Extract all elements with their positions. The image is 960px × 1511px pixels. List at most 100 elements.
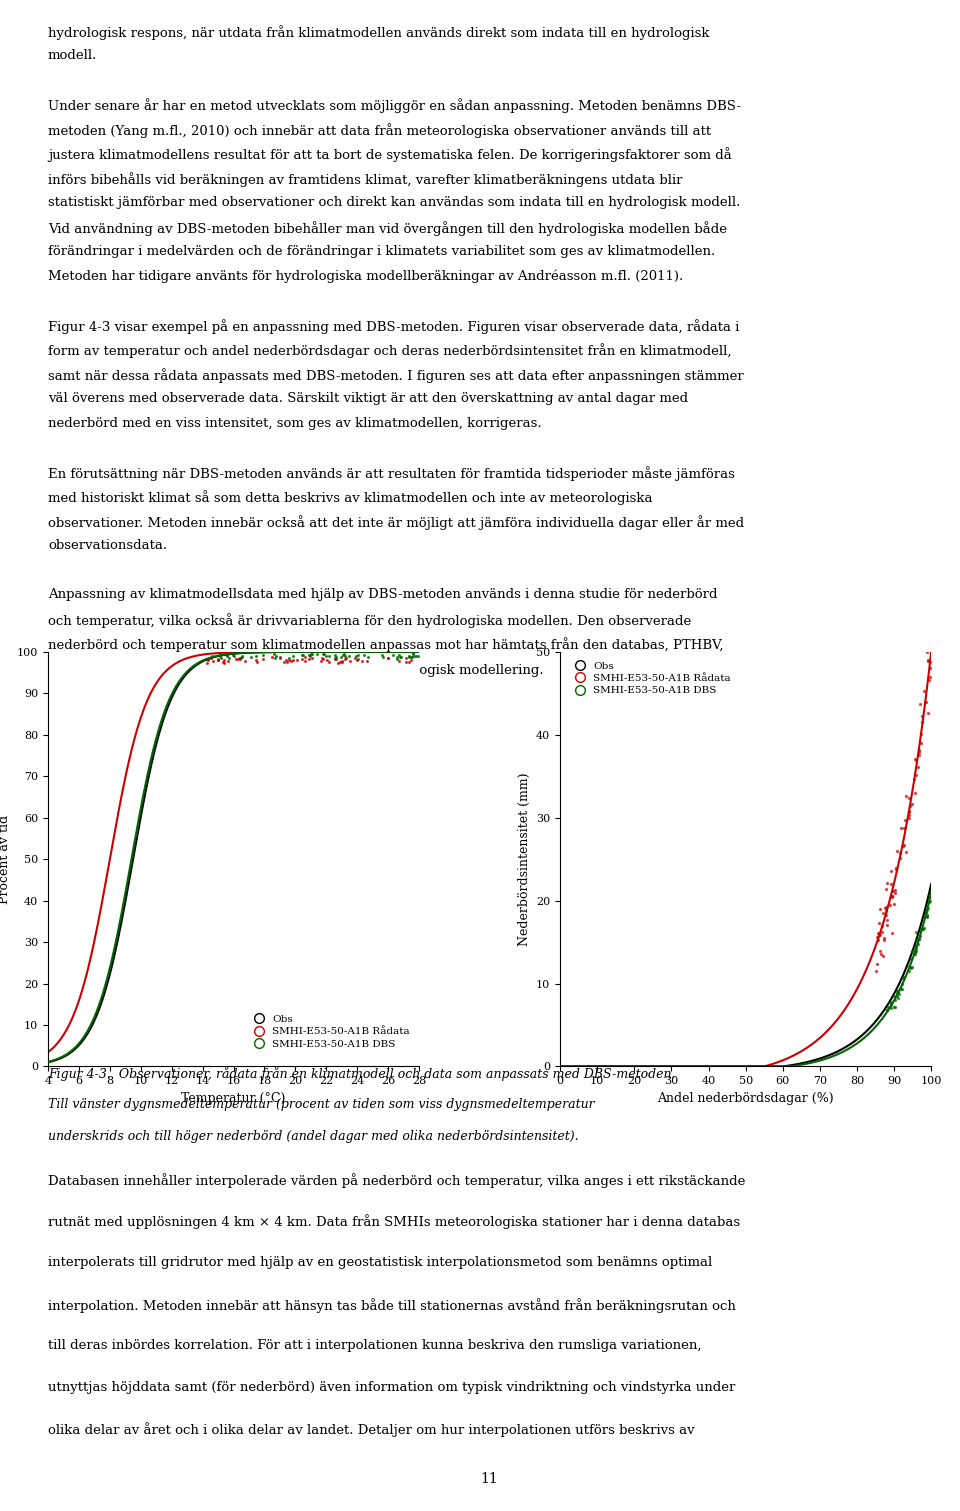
Point: [914, 704, 929, 728]
Point: [237, 650, 252, 674]
Point: [313, 650, 328, 674]
Point: [883, 872, 899, 896]
Point: [350, 642, 366, 666]
Point: [883, 996, 899, 1020]
Point: [903, 947, 919, 972]
Point: [908, 934, 924, 958]
Point: [921, 648, 936, 672]
Point: [350, 647, 366, 671]
Y-axis label: Nederbördsintensitet (mm): Nederbördsintensitet (mm): [517, 772, 531, 946]
Point: [886, 891, 901, 916]
Point: [921, 896, 936, 920]
Point: [232, 647, 248, 671]
Point: [887, 988, 902, 1012]
Point: [870, 952, 885, 976]
Point: [198, 647, 213, 671]
Point: [385, 644, 400, 668]
Point: [913, 731, 928, 756]
Legend: Obs, SMHI-E53-50-A1B Rådata, SMHI-E53-50-A1B DBS: Obs, SMHI-E53-50-A1B Rådata, SMHI-E53-50…: [244, 1011, 414, 1053]
Point: [894, 978, 909, 1002]
Text: olika delar av året och i olika delar av landet. Detaljer om hur interpolationen: olika delar av året och i olika delar av…: [48, 1422, 695, 1437]
Point: [303, 642, 319, 666]
Point: [409, 644, 424, 668]
Text: utnyttjas höjddata samt (för nederbörd) även information om typisk vindriktning : utnyttjas höjddata samt (för nederbörd) …: [48, 1381, 735, 1395]
Text: Vid användning av DBS-metoden bibehåller man vid övergången till den hydrologisk: Vid användning av DBS-metoden bibehåller…: [48, 221, 727, 236]
Point: [249, 650, 264, 674]
Point: [232, 647, 248, 671]
Text: interpolation. Metoden innebär att hänsyn tas både till stationernas avstånd frå: interpolation. Metoden innebär att hänsy…: [48, 1298, 736, 1313]
Point: [923, 656, 938, 680]
Point: [922, 668, 937, 692]
Point: [332, 650, 348, 674]
Point: [886, 984, 901, 1008]
X-axis label: Temperatur (°C): Temperatur (°C): [181, 1092, 286, 1105]
Point: [338, 647, 353, 671]
Point: [296, 642, 311, 666]
Point: [880, 996, 896, 1020]
Point: [338, 647, 353, 671]
Point: [243, 645, 258, 669]
Point: [914, 917, 929, 941]
Text: form av temperatur och andel nederbördsdagar och deras nederbördsintensitet från: form av temperatur och andel nederbördsd…: [48, 343, 732, 358]
Point: [874, 943, 889, 967]
Point: [872, 938, 887, 963]
Text: Figur 4-3 visar exempel på en anpassning med DBS-metoden. Figuren visar observer: Figur 4-3 visar exempel på en anpassning…: [48, 319, 739, 334]
Legend: Obs, SMHI-E53-50-A1B Rådata, SMHI-E53-50-A1B DBS: Obs, SMHI-E53-50-A1B Rådata, SMHI-E53-50…: [565, 657, 735, 700]
Text: interpolerats till gridrutor med hjälp av en geostatistisk interpolationsmetod s: interpolerats till gridrutor med hjälp a…: [48, 1256, 712, 1269]
Point: [879, 872, 895, 896]
Point: [406, 644, 421, 668]
Point: [249, 644, 264, 668]
Point: [894, 976, 909, 1000]
Point: [222, 645, 237, 669]
Point: [390, 645, 405, 669]
Point: [913, 721, 928, 745]
Point: [401, 645, 417, 669]
Point: [895, 972, 910, 996]
Point: [276, 650, 292, 674]
Point: [348, 644, 364, 668]
Point: [908, 928, 924, 952]
Point: [301, 647, 317, 671]
Point: [877, 896, 893, 920]
Point: [911, 926, 926, 950]
Point: [295, 644, 310, 668]
Point: [914, 917, 929, 941]
Point: [349, 647, 365, 671]
Point: [879, 997, 895, 1021]
Point: [343, 648, 358, 672]
Text: En förutsättning när DBS-metoden används är att resultaten för framtida tidsperi: En förutsättning när DBS-metoden används…: [48, 465, 734, 480]
Point: [255, 644, 271, 668]
Point: [893, 840, 908, 864]
Point: [330, 651, 346, 675]
Point: [217, 651, 232, 675]
Point: [234, 645, 250, 669]
Point: [876, 926, 892, 950]
Point: [322, 644, 337, 668]
Point: [301, 644, 317, 668]
Point: [872, 896, 887, 920]
Point: [204, 645, 219, 669]
Point: [908, 920, 924, 944]
Point: [279, 650, 295, 674]
Point: [334, 648, 349, 672]
Point: [328, 645, 344, 669]
Text: modell.: modell.: [48, 50, 97, 62]
Text: med historiskt klimat så som detta beskrivs av klimatmodellen och inte av meteor: med historiskt klimat så som detta beskr…: [48, 491, 653, 505]
Point: [234, 644, 250, 668]
Point: [888, 994, 903, 1018]
Point: [359, 650, 374, 674]
Point: [916, 678, 931, 703]
Point: [902, 955, 918, 979]
Text: väl överens med observerade data. Särskilt viktigt är att den överskattning av a: väl överens med observerade data. Särski…: [48, 393, 688, 405]
Point: [405, 642, 420, 666]
Point: [900, 786, 916, 810]
Point: [888, 857, 903, 881]
Point: [906, 766, 922, 790]
Point: [226, 644, 241, 668]
Point: [890, 839, 905, 863]
Point: [210, 648, 226, 672]
Point: [904, 792, 920, 816]
Point: [884, 884, 900, 908]
Point: [401, 650, 417, 674]
Point: [869, 925, 884, 949]
